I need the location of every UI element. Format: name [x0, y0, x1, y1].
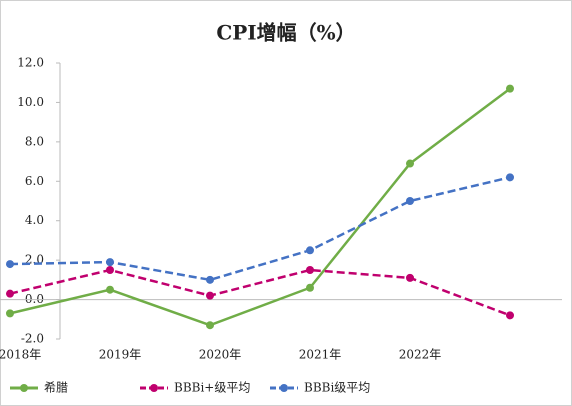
point: [506, 84, 514, 93]
point: [6, 260, 14, 269]
series-line: [9, 268, 511, 317]
point: [406, 273, 414, 282]
legend-marker: [280, 384, 288, 392]
x-tick-label: 2019年: [99, 348, 142, 362]
y-tick-label: 12.0: [17, 56, 44, 70]
y-tick-label: 6.0: [25, 174, 44, 188]
legend-label: BBBi+级平均: [174, 381, 250, 395]
point: [106, 266, 114, 274]
point: [206, 291, 214, 300]
legend-label: BBBi级平均: [304, 381, 370, 395]
point: [6, 309, 14, 318]
point: [306, 283, 314, 292]
y-tick-label: -2.0: [21, 332, 44, 346]
point: [206, 275, 214, 284]
x-tick-label: 2020年: [199, 348, 242, 362]
y-tick-label: 8.0: [25, 134, 44, 148]
point: [306, 246, 314, 255]
point: [106, 285, 114, 294]
x-tick-label: 2021年: [299, 348, 342, 362]
legend-marker: [150, 384, 158, 392]
point: [406, 159, 414, 168]
point: [106, 258, 114, 267]
legend-marker: [20, 384, 28, 392]
point: [506, 311, 514, 320]
x-tick-label: 2022年: [399, 348, 442, 362]
x-tick-label: 2018年: [0, 348, 41, 362]
point: [6, 289, 14, 298]
y-tick-label: 4.0: [25, 213, 44, 227]
series-line: [9, 87, 511, 327]
point: [206, 321, 214, 330]
point: [506, 173, 514, 182]
point: [406, 197, 414, 205]
chart-title: CPI增幅（%）: [216, 21, 355, 45]
legend-label: 希腊: [44, 380, 68, 395]
y-tick-label: 10.0: [17, 95, 44, 109]
point: [306, 266, 314, 274]
series-line: [9, 176, 511, 282]
